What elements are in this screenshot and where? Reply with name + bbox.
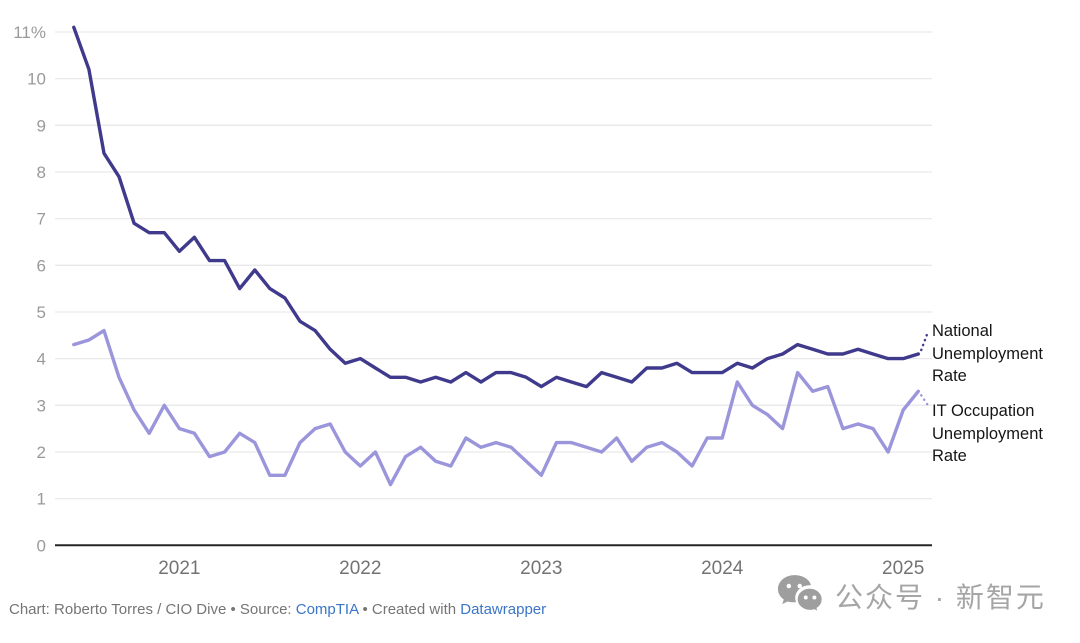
y-axis-label: 11% [13,23,46,42]
national-series-label: National Unemployment Rate [932,322,1043,385]
national-label-connector [920,329,930,352]
watermark: 公众号 · 新智元 [777,574,1046,617]
y-axis-label: 10 [27,70,46,89]
y-axis-label: 8 [37,163,46,182]
y-axis-label: 7 [37,210,46,229]
y-axis-label: 2 [37,443,46,462]
x-axis-label: 2021 [158,558,200,579]
y-axis-label: 6 [37,256,46,275]
y-axis-label: 9 [37,116,46,135]
y-axis-label: 4 [37,350,46,369]
footer-middle: • Created with [358,601,461,618]
y-axis-label: 5 [37,303,46,322]
x-axis-label: 2025 [882,558,924,579]
source-link[interactable]: CompTIA [295,601,359,618]
wechat-icon [777,574,824,617]
datawrapper-link[interactable]: Datawrapper [460,601,547,618]
footer-credit: Chart: Roberto Torres / CIO Dive • Sourc… [9,601,546,618]
y-axis-label: 3 [37,396,46,415]
y-axis-label: 0 [37,536,46,555]
watermark-text: 公众号 · 新智元 [835,581,1046,613]
y-axis-label: 1 [37,490,46,509]
footer-chart-credit: Chart: Roberto Torres / CIO Dive • Sourc… [9,601,296,618]
national-line [72,25,920,389]
x-axis-label: 2023 [520,558,562,579]
it-line [72,328,920,487]
x-axis-label: 2022 [339,558,381,579]
x-axis-label: 2024 [701,558,744,579]
it-series-label: IT Occupation Unemployment Rate [932,402,1043,465]
